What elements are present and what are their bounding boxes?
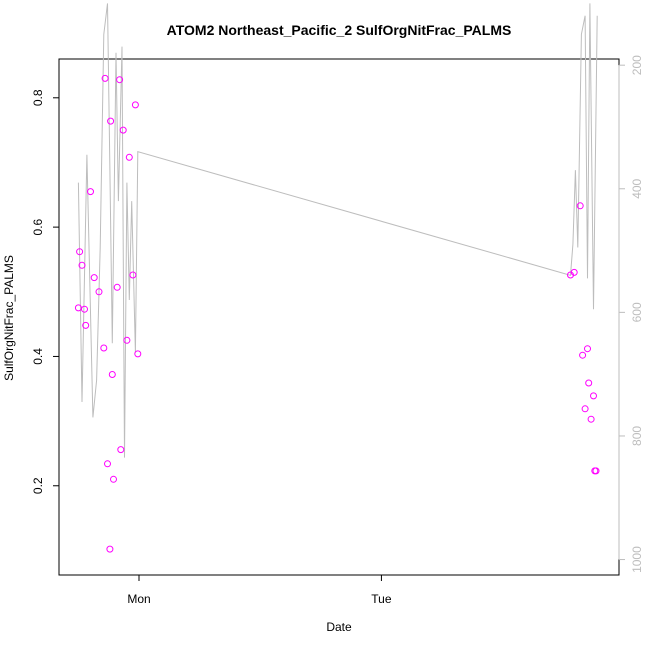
data-point <box>587 415 595 423</box>
data-point <box>117 446 125 454</box>
data-point <box>585 379 593 387</box>
data-point <box>134 350 142 358</box>
data-point <box>87 188 94 196</box>
data-point <box>581 405 589 413</box>
series-line-0 <box>77 3 598 458</box>
y-axis-label: SulfOrgNitFrac_PALMS <box>2 255 16 381</box>
y-axis-left: 0.2 0.4 0.6 0.8 <box>31 89 60 494</box>
data-point <box>76 248 84 256</box>
y-tick-label: 0.4 <box>31 348 45 365</box>
y2-tick-label: 200 <box>630 55 644 75</box>
data-point <box>584 345 591 353</box>
data-point <box>104 460 111 468</box>
y-tick-label: 0.8 <box>31 89 45 106</box>
y2-tick-label: 400 <box>630 178 644 198</box>
data-point <box>100 344 108 352</box>
data-point <box>579 351 587 359</box>
depth-line-series <box>77 3 598 458</box>
data-point <box>106 545 114 553</box>
y2-tick-label: 800 <box>630 426 644 446</box>
data-point <box>78 261 86 269</box>
data-point <box>101 74 109 82</box>
data-point <box>570 268 578 276</box>
data-point <box>123 336 131 344</box>
y2-tick-label: 1000 <box>630 546 644 573</box>
data-point <box>82 321 90 329</box>
chart-title: ATOM2 Northeast_Pacific_2 SulfOrgNitFrac… <box>167 22 512 38</box>
x-axis-label: Date <box>326 620 352 634</box>
y-axis-right: 200 400 600 800 1000 <box>618 55 644 573</box>
y-tick-label: 0.6 <box>31 218 45 235</box>
x-tick-label: Mon <box>127 592 150 606</box>
data-point <box>119 126 127 134</box>
data-point <box>576 202 584 210</box>
data-point <box>110 475 117 483</box>
x-axis: Mon Tue <box>127 574 392 606</box>
y-tick-label: 0.2 <box>31 477 45 494</box>
data-point <box>107 117 115 125</box>
data-point <box>113 283 121 291</box>
x-tick-label: Tue <box>371 592 392 606</box>
data-point <box>90 274 98 282</box>
data-point <box>590 392 597 400</box>
plot-frame <box>58 58 620 576</box>
data-point <box>95 288 103 296</box>
data-point <box>125 153 133 161</box>
data-point <box>131 101 139 109</box>
data-point <box>108 371 116 378</box>
data-point <box>116 76 124 84</box>
data-point <box>592 467 600 475</box>
data-point <box>129 271 137 279</box>
data-point <box>81 305 88 313</box>
data-points <box>74 74 600 553</box>
y2-tick-label: 600 <box>630 302 644 322</box>
